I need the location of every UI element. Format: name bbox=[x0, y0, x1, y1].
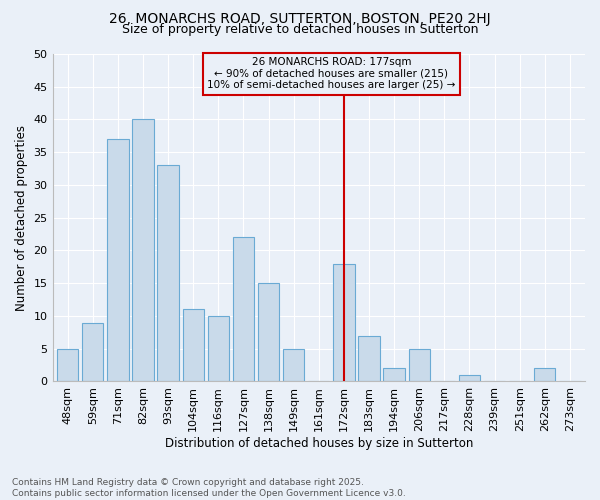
Bar bbox=[182, 310, 204, 382]
Bar bbox=[132, 120, 154, 382]
Bar bbox=[383, 368, 405, 382]
Bar bbox=[258, 283, 279, 382]
Text: Size of property relative to detached houses in Sutterton: Size of property relative to detached ho… bbox=[122, 22, 478, 36]
X-axis label: Distribution of detached houses by size in Sutterton: Distribution of detached houses by size … bbox=[164, 437, 473, 450]
Bar bbox=[459, 375, 480, 382]
Text: 26, MONARCHS ROAD, SUTTERTON, BOSTON, PE20 2HJ: 26, MONARCHS ROAD, SUTTERTON, BOSTON, PE… bbox=[109, 12, 491, 26]
Bar bbox=[82, 322, 103, 382]
Bar bbox=[157, 166, 179, 382]
Bar bbox=[358, 336, 380, 382]
Bar bbox=[333, 264, 355, 382]
Text: Contains HM Land Registry data © Crown copyright and database right 2025.
Contai: Contains HM Land Registry data © Crown c… bbox=[12, 478, 406, 498]
Bar bbox=[534, 368, 556, 382]
Text: 26 MONARCHS ROAD: 177sqm
← 90% of detached houses are smaller (215)
10% of semi-: 26 MONARCHS ROAD: 177sqm ← 90% of detach… bbox=[207, 58, 455, 90]
Bar bbox=[283, 348, 304, 382]
Bar bbox=[409, 348, 430, 382]
Bar bbox=[57, 348, 78, 382]
Bar bbox=[208, 316, 229, 382]
Y-axis label: Number of detached properties: Number of detached properties bbox=[15, 124, 28, 310]
Bar bbox=[233, 238, 254, 382]
Bar bbox=[107, 139, 128, 382]
